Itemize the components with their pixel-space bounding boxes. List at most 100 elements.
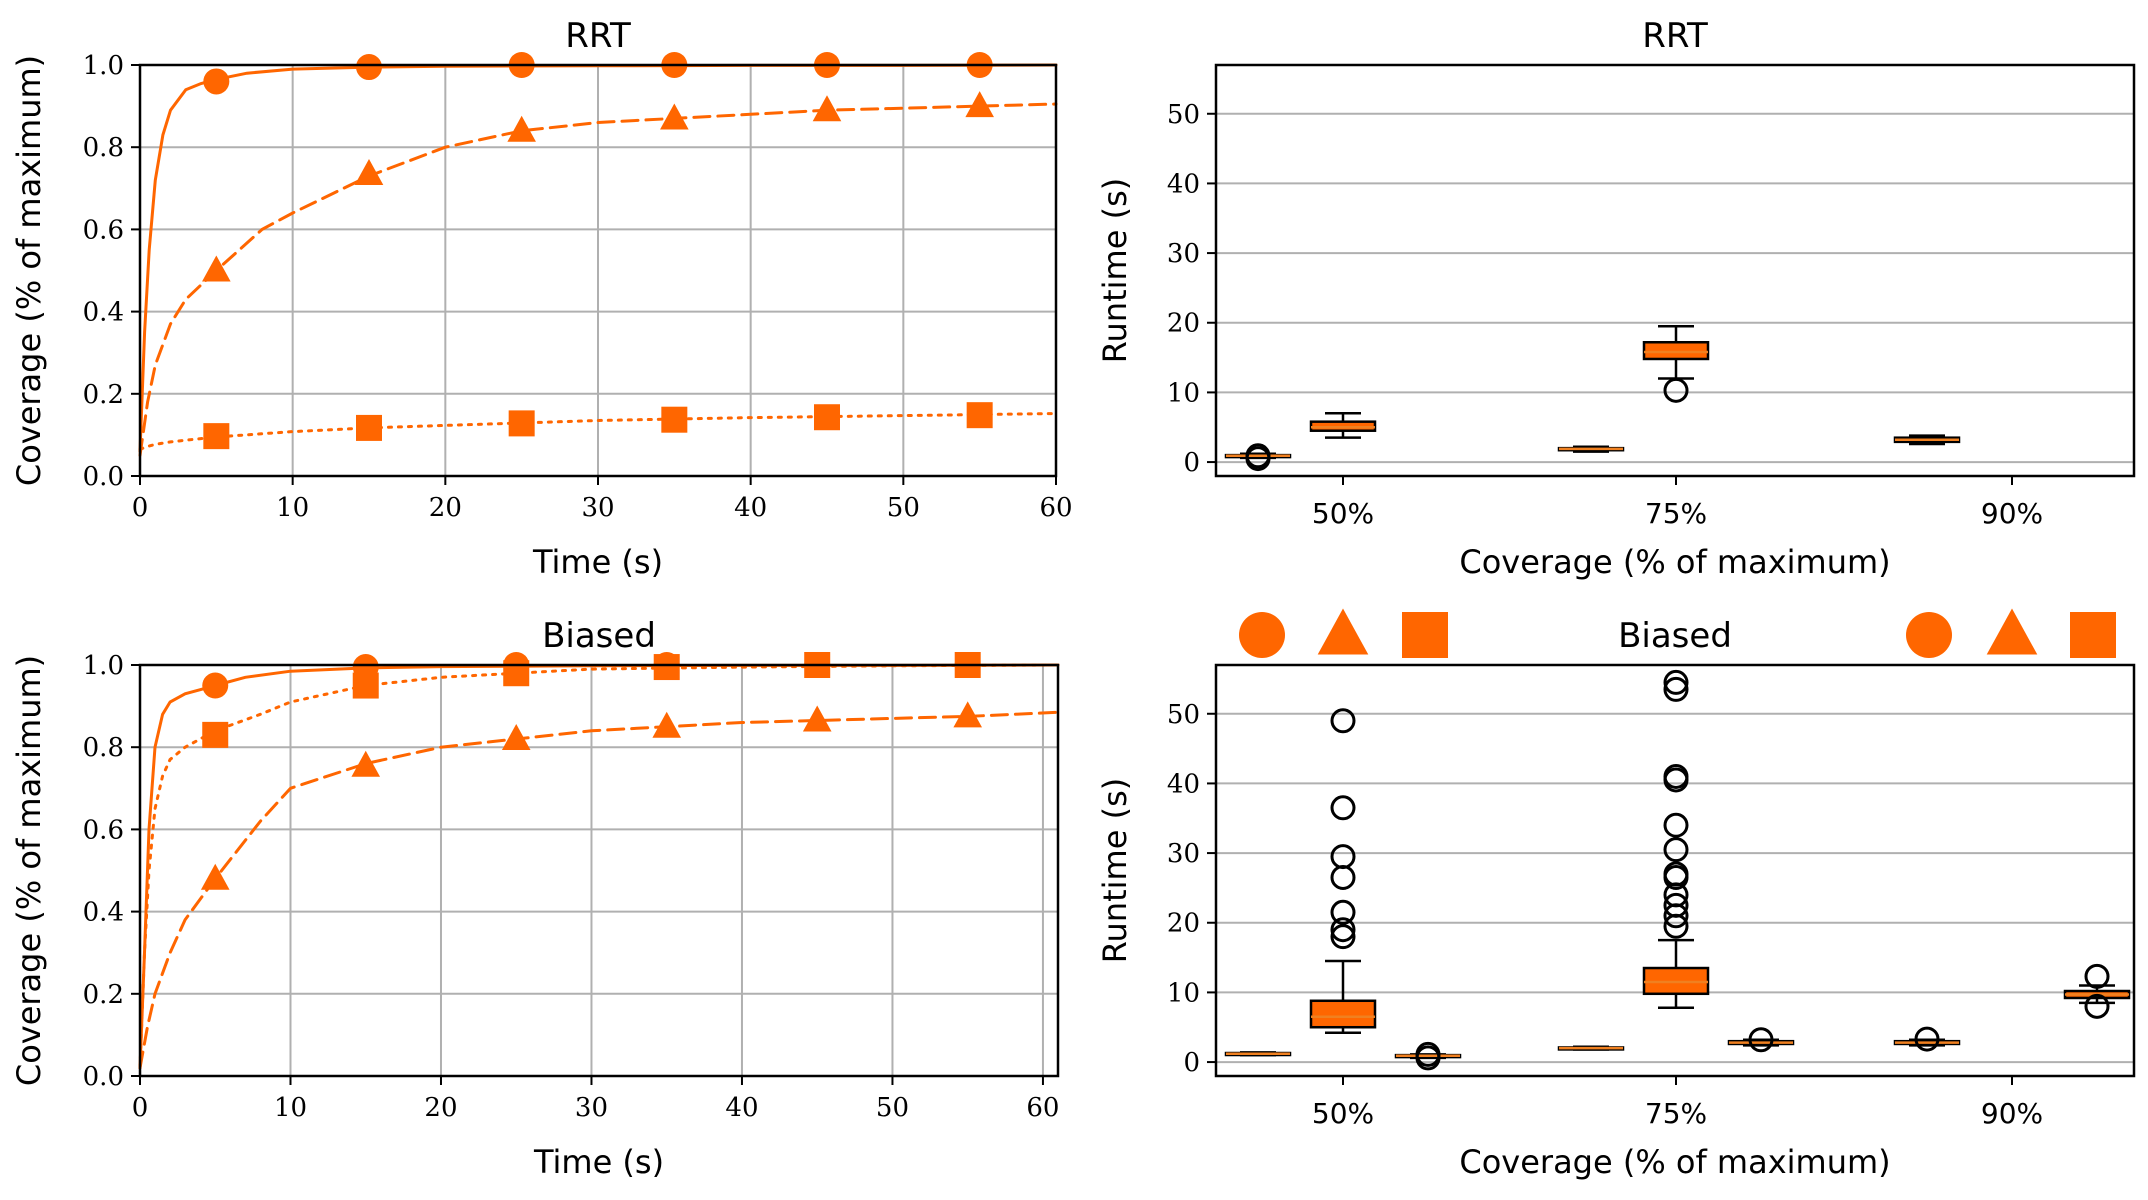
panel-tl: RRT 0 10 20 30 40 50 60 0.0 0.2 0.4 0.6 0.8 1.0 Time (…: [10, 16, 1073, 581]
outlier-point: [1663, 377, 1689, 403]
marker-triangle: [351, 750, 381, 777]
outlier-point: [1330, 899, 1356, 925]
panel-br: Biased 0 10 20 30 40 50 50% 75% 90% Coverage (% of…: [1096, 608, 2136, 1181]
box-75pct-0: [1557, 1045, 1625, 1051]
marker-triangle: [953, 701, 983, 728]
marker-circle: [203, 68, 230, 95]
x-tick-label: 20: [424, 1093, 457, 1123]
box-75pct-0: [1557, 445, 1625, 453]
marker-square: [814, 404, 840, 431]
box-iqr: [1642, 341, 1710, 361]
box-50pct-2: [1394, 1041, 1462, 1071]
box-50pct-0: [1224, 1051, 1292, 1057]
x-tick-label: 30: [581, 493, 614, 523]
outlier-point: [1663, 861, 1689, 887]
outlier-point: [1330, 864, 1356, 890]
marker-square: [508, 410, 535, 437]
chart-title: Biased: [1618, 616, 1732, 656]
marker-square: [356, 414, 382, 441]
y-tick-label: 30: [1167, 239, 1200, 269]
y-tick-label: 40: [1167, 169, 1200, 199]
x-axis-label: Coverage (% of maximum): [1459, 1143, 1890, 1181]
x-axis-label: Time (s): [532, 543, 663, 581]
y-tick-label: 0.4: [83, 298, 124, 328]
marker-circle: [356, 54, 382, 81]
marker-triangle: [802, 705, 832, 732]
series-line-triangle: [138, 102, 1058, 457]
marker-square: [203, 423, 230, 450]
outlier-point: [1330, 917, 1356, 943]
marker-triangle: [202, 255, 231, 282]
chart-title: Biased: [542, 616, 656, 656]
outlier-point: [1415, 1041, 1441, 1067]
x-tick-label: 50: [876, 1093, 909, 1123]
y-tick-label: 0: [1183, 1048, 1200, 1078]
outlier-point: [1663, 812, 1689, 838]
box-iqr: [1309, 999, 1377, 1029]
outlier-point: [1330, 924, 1356, 950]
y-tick-label: 20: [1167, 909, 1200, 939]
marker-circle: [202, 672, 229, 699]
x-axis-label: Time (s): [533, 1143, 664, 1181]
x-tick-label: 60: [1039, 493, 1072, 523]
y-tick-label: 0.2: [83, 980, 124, 1010]
series-line-square: [138, 663, 1060, 1070]
y-tick-label: 10: [1167, 378, 1200, 408]
outlier-point: [1330, 795, 1356, 821]
x-tick-label: 40: [734, 493, 767, 523]
series-line-triangle: [138, 710, 1060, 1070]
legend-marker-square: [1402, 612, 1448, 658]
x-category-label: 75%: [1645, 1097, 1707, 1130]
legend-marker-circle: [1906, 612, 1952, 658]
y-tick-label: 50: [1167, 100, 1200, 130]
outlier-point: [1663, 676, 1689, 702]
x-tick-label: 0: [132, 493, 149, 523]
y-tick-label: 1.0: [83, 51, 124, 81]
outlier-point: [1245, 443, 1271, 469]
outlier-point: [1663, 763, 1689, 789]
box-50pct-0: [1224, 443, 1292, 472]
box-75pct-1: [1642, 669, 1710, 1009]
chart-title: RRT: [1642, 16, 1708, 56]
outlier-point: [2084, 963, 2110, 989]
y-axis-label: Coverage (% of maximum): [10, 55, 48, 486]
x-axis-label: Coverage (% of maximum): [1459, 543, 1890, 581]
x-tick-label: 0: [132, 1093, 149, 1123]
box-75pct-2: [1727, 1027, 1795, 1053]
y-axis-label: Runtime (s): [1096, 778, 1134, 963]
box-90pct-2: [2063, 963, 2131, 1019]
series-line-square: [138, 412, 1058, 451]
marker-triangle: [354, 158, 384, 185]
y-tick-label: 0.0: [83, 1062, 124, 1092]
panel-tr: RRT 0 10 20 30 40 50 50% 75% 90% Coverage (% of ma…: [1096, 16, 2136, 581]
y-tick-label: 0.2: [83, 380, 124, 410]
marker-square: [661, 406, 688, 433]
outlier-point: [1330, 844, 1356, 870]
y-tick-label: 0.0: [83, 462, 124, 492]
outlier-point: [2084, 993, 2110, 1019]
y-tick-label: 0.8: [83, 733, 124, 763]
outlier-point: [1914, 1026, 1940, 1052]
marker-triangle: [200, 863, 230, 890]
x-category-label: 90%: [1981, 497, 2043, 530]
y-axis-label: Coverage (% of maximum): [10, 655, 48, 1086]
marker-square: [202, 721, 229, 748]
legend-marker-circle: [1239, 612, 1285, 658]
x-category-label: 75%: [1645, 497, 1707, 530]
panel-bl: Biased 0 10 20 30 40 50 60 0.0 0.2 0.4 0.6 0.8 1.0 Tim…: [10, 616, 1060, 1181]
outlier-point: [1748, 1027, 1774, 1053]
y-tick-label: 0.4: [83, 898, 124, 928]
box-90pct-0: [1893, 1026, 1961, 1052]
marker-triangle: [652, 711, 682, 738]
y-tick-label: 40: [1167, 769, 1200, 799]
series-line-circle: [138, 663, 1060, 1070]
plot-frame: [138, 663, 1060, 1078]
marker-triangle: [660, 103, 689, 130]
marker-triangle: [965, 91, 994, 118]
y-tick-label: 0.6: [83, 815, 124, 845]
marker-square: [966, 402, 993, 429]
x-category-label: 50%: [1312, 497, 1374, 530]
x-tick-label: 10: [274, 1093, 307, 1123]
y-tick-label: 30: [1167, 839, 1200, 869]
